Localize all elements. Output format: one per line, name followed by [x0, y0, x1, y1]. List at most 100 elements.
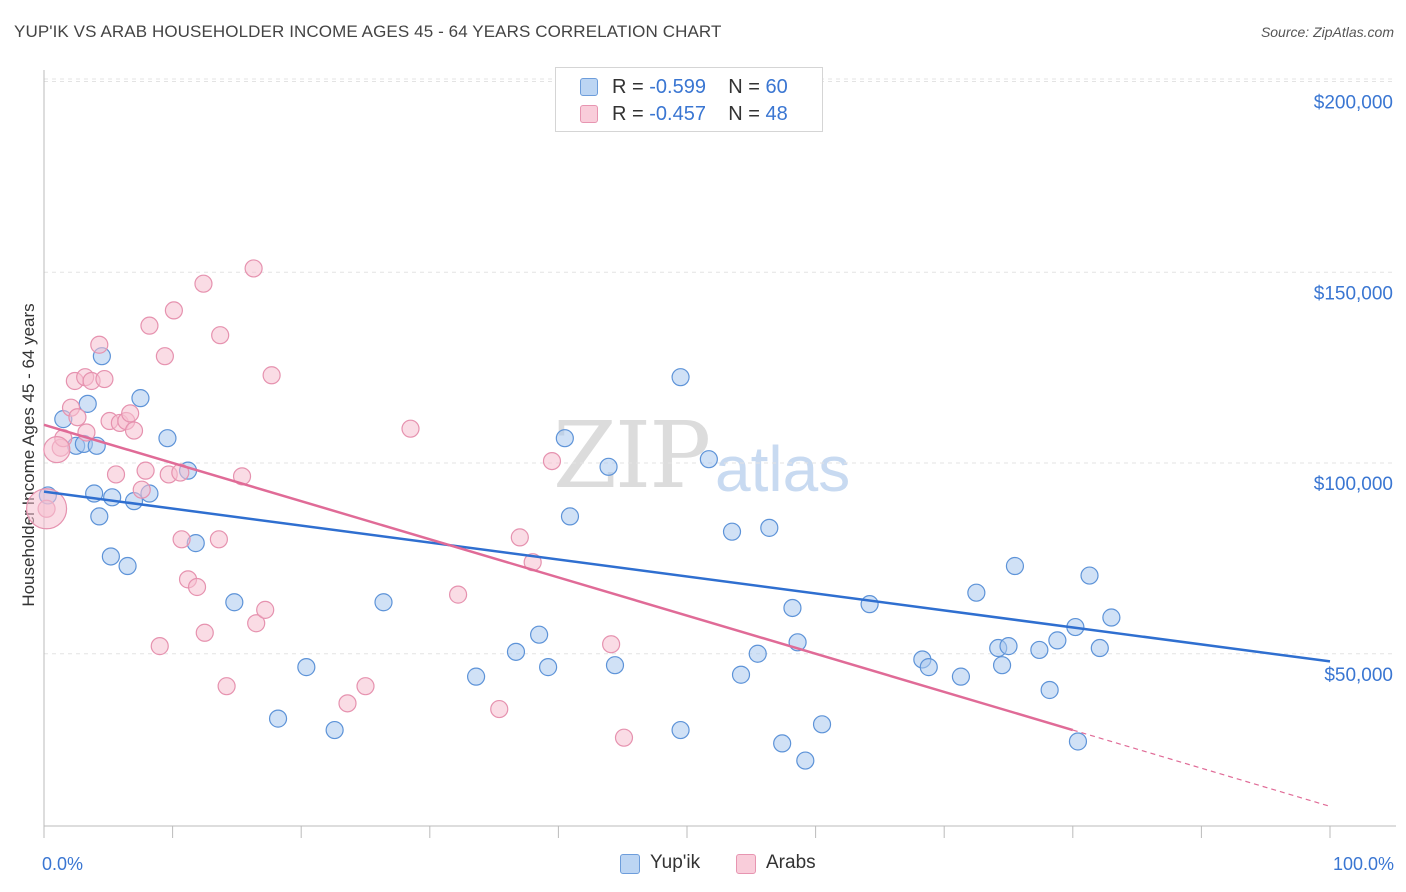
point-yupik [999, 637, 1018, 656]
point-arabs [95, 369, 114, 389]
point-yupik [103, 488, 122, 507]
point-yupik [731, 665, 751, 684]
point-yupik [1005, 556, 1025, 576]
point-yupik [1040, 680, 1059, 700]
point-yupik [919, 658, 938, 677]
point-arabs [136, 461, 155, 480]
point-arabs [401, 419, 420, 438]
point-yupik [951, 667, 971, 686]
watermark-zip: ZIP [553, 402, 711, 509]
point-arabs [247, 614, 266, 633]
point-arabs [155, 347, 174, 366]
point-arabs [150, 637, 169, 656]
point-arabs [217, 677, 236, 696]
point-yupik [158, 429, 177, 448]
point-arabs [195, 623, 214, 642]
point-yupik [796, 751, 815, 770]
point-arabs [187, 577, 207, 597]
point-yupik [722, 522, 742, 541]
point-yupik [783, 598, 802, 618]
point-yupik [90, 507, 109, 526]
point-arabs [172, 530, 191, 549]
point-yupik [101, 547, 120, 566]
point-yupik [268, 709, 288, 728]
correlation-legend: R = -0.599 N = 60 R = -0.457 N = 48 [555, 67, 823, 132]
point-yupik [539, 658, 558, 677]
point-yupik [671, 720, 690, 740]
point-arabs [614, 728, 634, 747]
bottom-legend-swatch-arabs [736, 854, 756, 874]
legend-text-yupik: R = -0.599 N = 60 [612, 76, 788, 98]
point-yupik [1080, 566, 1099, 585]
point-yupik [1102, 608, 1121, 627]
point-yupik [325, 720, 344, 740]
point-yupik [860, 595, 879, 614]
point-arabs [262, 366, 281, 385]
y-tick-label: $200,000 [1314, 93, 1393, 114]
point-yupik [671, 368, 690, 387]
point-arabs [124, 421, 144, 440]
point-yupik [297, 658, 316, 677]
point-yupik [812, 715, 832, 734]
y-tick-label: $50,000 [1324, 665, 1393, 686]
point-yupik [555, 429, 574, 448]
point-arabs [542, 451, 562, 471]
point-yupik [1030, 640, 1049, 660]
point-yupik [1090, 638, 1109, 658]
point-yupik [773, 734, 792, 753]
y-tick-label: $150,000 [1314, 283, 1393, 304]
point-yupik [1048, 631, 1067, 650]
point-arabs [106, 465, 126, 484]
point-yupik [131, 389, 150, 408]
legend-text-arabs: R = -0.457 N = 48 [612, 103, 788, 125]
legend-swatch-yupik [580, 78, 598, 96]
point-yupik [560, 507, 580, 526]
point-yupik [1068, 732, 1088, 751]
point-yupik [992, 656, 1012, 675]
point-yupik [466, 667, 486, 686]
trend-line-yupik [43, 490, 1331, 663]
chart-title: YUP'IK VS ARAB HOUSEHOLDER INCOME AGES 4… [14, 22, 722, 41]
point-arabs [164, 301, 183, 320]
point-arabs [256, 600, 275, 619]
trend-line-arabs [43, 423, 1074, 732]
point-arabs [194, 274, 213, 293]
point-yupik [599, 457, 618, 476]
point-yupik [748, 644, 767, 663]
point-arabs [211, 326, 230, 345]
bottom-legend-swatch-yupik [620, 854, 640, 874]
point-yupik [760, 518, 779, 537]
point-yupik [506, 642, 526, 661]
point-arabs [490, 699, 509, 719]
point-arabs-medium [43, 436, 71, 464]
point-arabs [121, 404, 140, 423]
point-arabs [90, 335, 109, 354]
legend-swatch-arabs [580, 105, 598, 123]
point-arabs [356, 677, 375, 696]
bottom-legend-label-arabs: Arabs [766, 852, 816, 873]
x-tick-label-start: 0.0% [42, 854, 83, 874]
point-yupik [225, 593, 244, 612]
point-arabs [448, 585, 468, 604]
y-axis-label: Householder Income Ages 45 - 64 years [19, 303, 38, 606]
point-arabs [209, 530, 228, 549]
watermark-atlas: atlas [715, 433, 851, 505]
y-tick-label: $100,000 [1314, 474, 1393, 495]
point-arabs [132, 480, 151, 499]
point-yupik [530, 625, 549, 644]
source-label: Source: ZipAtlas.com [1260, 24, 1394, 40]
point-arabs-large [25, 488, 68, 530]
trend-line-arabs-extension [1072, 729, 1331, 807]
point-arabs [602, 635, 621, 654]
point-yupik [374, 593, 393, 612]
point-arabs [140, 316, 159, 335]
point-yupik [699, 450, 718, 469]
point-arabs [244, 259, 263, 278]
bottom-legend-label-yupik: Yup'ik [650, 852, 701, 873]
point-yupik [967, 583, 986, 602]
point-yupik [118, 556, 137, 576]
point-yupik [605, 656, 625, 675]
point-arabs [338, 694, 357, 713]
point-arabs [68, 408, 87, 427]
